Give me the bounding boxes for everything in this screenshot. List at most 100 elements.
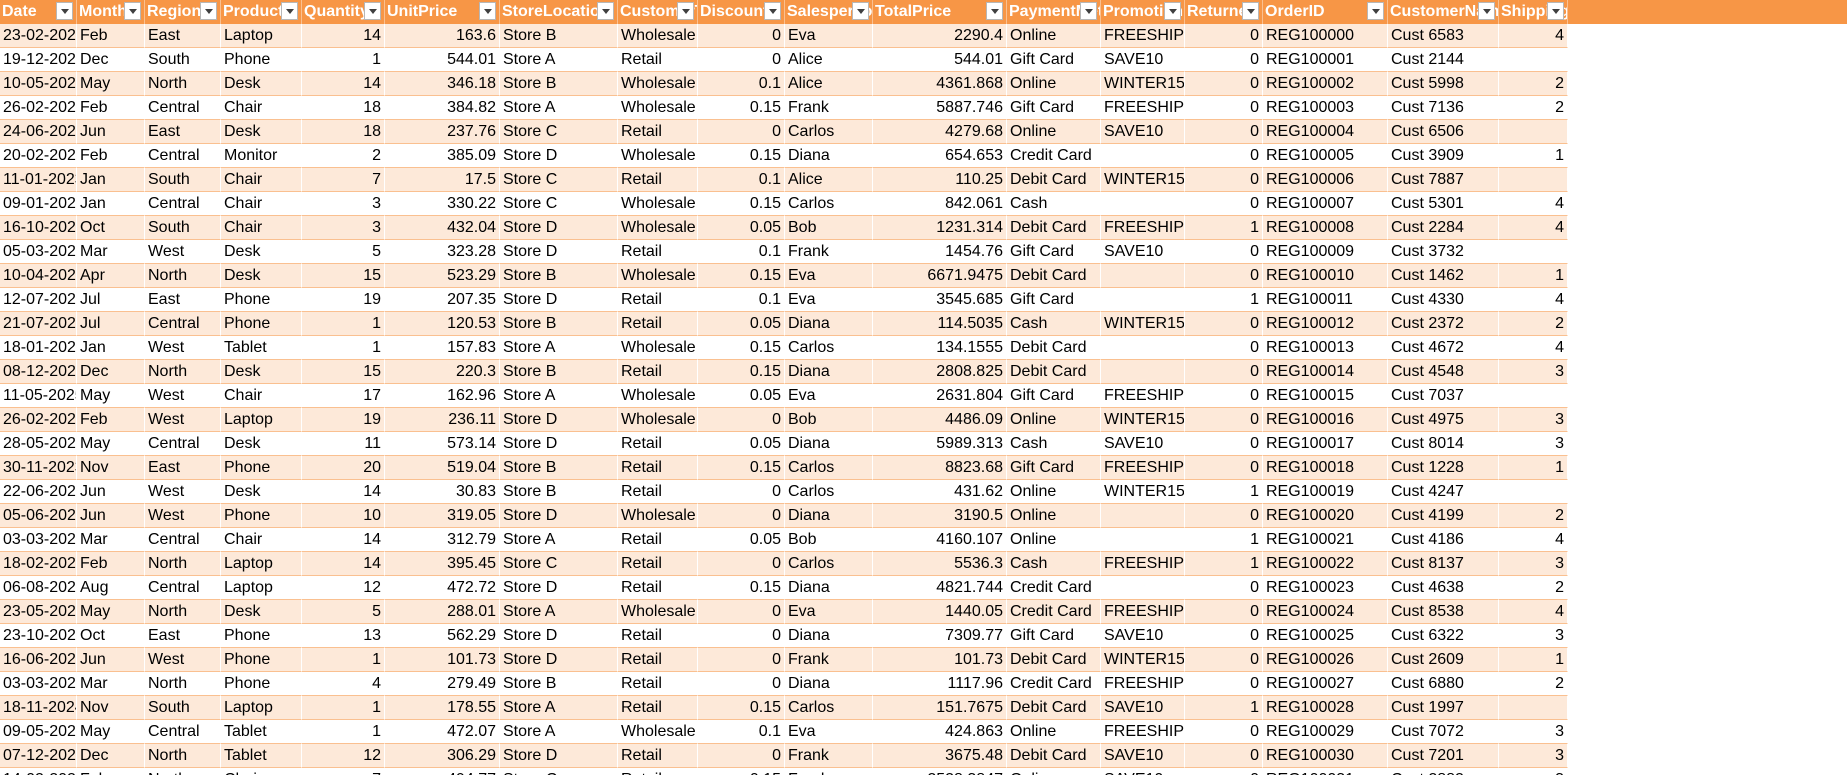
cell-customer_name[interactable]: Cust 6506 xyxy=(1388,120,1499,144)
cell-order_id[interactable]: REG100030 xyxy=(1263,744,1388,768)
cell-region[interactable]: Central xyxy=(145,144,221,168)
cell-discount[interactable]: 0.15 xyxy=(698,696,785,720)
cell-total_price[interactable]: 6671.9475 xyxy=(873,264,1007,288)
cell-month[interactable]: Jan xyxy=(77,192,145,216)
cell-customer_type[interactable]: Wholesale xyxy=(618,336,698,360)
cell-returned[interactable]: 0 xyxy=(1185,192,1263,216)
cell-month[interactable]: Jan xyxy=(77,336,145,360)
cell-shipping[interactable] xyxy=(1499,384,1568,408)
cell-payment_method[interactable]: Online xyxy=(1007,768,1101,775)
cell-returned[interactable]: 1 xyxy=(1185,696,1263,720)
cell-order_id[interactable]: REG100012 xyxy=(1263,312,1388,336)
cell-total_price[interactable]: 3190.5 xyxy=(873,504,1007,528)
cell-payment_method[interactable]: Online xyxy=(1007,72,1101,96)
cell-returned[interactable]: 0 xyxy=(1185,648,1263,672)
cell-total_price[interactable]: 4160.107 xyxy=(873,528,1007,552)
cell-promotion[interactable]: FREESHIP xyxy=(1101,24,1185,48)
cell-discount[interactable]: 0.1 xyxy=(698,168,785,192)
cell-promotion[interactable]: SAVE10 xyxy=(1101,48,1185,72)
cell-order_id[interactable]: REG100027 xyxy=(1263,672,1388,696)
cell-payment_method[interactable]: Debit Card xyxy=(1007,336,1101,360)
cell-region[interactable]: East xyxy=(145,288,221,312)
cell-month[interactable]: Feb xyxy=(77,96,145,120)
cell-quantity[interactable]: 19 xyxy=(302,408,385,432)
cell-total_price[interactable]: 151.7675 xyxy=(873,696,1007,720)
cell-salesperson[interactable]: Diana xyxy=(785,672,873,696)
cell-month[interactable]: Feb xyxy=(77,768,145,775)
cell-customer_name[interactable]: Cust 7136 xyxy=(1388,96,1499,120)
cell-salesperson[interactable]: Frank xyxy=(785,768,873,775)
cell-total_price[interactable]: 8823.68 xyxy=(873,456,1007,480)
cell-shipping[interactable]: 3 xyxy=(1499,744,1568,768)
cell-order_id[interactable]: REG100000 xyxy=(1263,24,1388,48)
cell-promotion[interactable]: FREESHIP xyxy=(1101,600,1185,624)
cell-region[interactable]: Central xyxy=(145,312,221,336)
cell-quantity[interactable]: 7 xyxy=(302,168,385,192)
column-header-salesperson[interactable]: Salesperson xyxy=(785,0,873,24)
cell-region[interactable]: West xyxy=(145,480,221,504)
cell-salesperson[interactable]: Frank xyxy=(785,96,873,120)
cell-date[interactable]: 20-02-2024 xyxy=(0,144,77,168)
cell-returned[interactable]: 0 xyxy=(1185,600,1263,624)
cell-salesperson[interactable]: Diana xyxy=(785,504,873,528)
filter-dropdown-icon[interactable] xyxy=(852,2,869,20)
cell-promotion[interactable]: SAVE10 xyxy=(1101,432,1185,456)
column-header-store_location[interactable]: StoreLocation xyxy=(500,0,618,24)
cell-promotion[interactable] xyxy=(1101,504,1185,528)
cell-payment_method[interactable]: Debit Card xyxy=(1007,648,1101,672)
cell-customer_type[interactable]: Retail xyxy=(618,360,698,384)
cell-customer_type[interactable]: Retail xyxy=(618,288,698,312)
cell-order_id[interactable]: REG100025 xyxy=(1263,624,1388,648)
cell-month[interactable]: Aug xyxy=(77,576,145,600)
cell-salesperson[interactable]: Diana xyxy=(785,312,873,336)
cell-quantity[interactable]: 15 xyxy=(302,264,385,288)
cell-date[interactable]: 10-05-2023 xyxy=(0,72,77,96)
cell-customer_type[interactable]: Retail xyxy=(618,672,698,696)
cell-unit_price[interactable]: 237.76 xyxy=(385,120,500,144)
cell-total_price[interactable]: 4486.09 xyxy=(873,408,1007,432)
cell-payment_method[interactable]: Gift Card xyxy=(1007,96,1101,120)
cell-discount[interactable]: 0.1 xyxy=(698,240,785,264)
cell-unit_price[interactable]: 573.14 xyxy=(385,432,500,456)
cell-date[interactable]: 08-12-2024 xyxy=(0,360,77,384)
cell-returned[interactable]: 0 xyxy=(1185,576,1263,600)
cell-shipping[interactable]: 4 xyxy=(1499,288,1568,312)
cell-date[interactable]: 09-01-2023 xyxy=(0,192,77,216)
cell-unit_price[interactable]: 17.5 xyxy=(385,168,500,192)
filter-dropdown-icon[interactable] xyxy=(1242,2,1259,20)
cell-salesperson[interactable]: Carlos xyxy=(785,552,873,576)
cell-order_id[interactable]: REG100002 xyxy=(1263,72,1388,96)
cell-order_id[interactable]: REG100015 xyxy=(1263,384,1388,408)
cell-product[interactable]: Desk xyxy=(221,480,302,504)
cell-store_location[interactable]: Store A xyxy=(500,720,618,744)
cell-date[interactable]: 16-06-2025 xyxy=(0,648,77,672)
cell-customer_type[interactable]: Retail xyxy=(618,240,698,264)
cell-product[interactable]: Laptop xyxy=(221,576,302,600)
cell-unit_price[interactable]: 523.29 xyxy=(385,264,500,288)
cell-shipping[interactable]: 1 xyxy=(1499,456,1568,480)
cell-discount[interactable]: 0 xyxy=(698,48,785,72)
cell-discount[interactable]: 0.15 xyxy=(698,360,785,384)
cell-order_id[interactable]: REG100014 xyxy=(1263,360,1388,384)
cell-discount[interactable]: 0.15 xyxy=(698,192,785,216)
cell-total_price[interactable]: 110.25 xyxy=(873,168,1007,192)
cell-promotion[interactable]: WINTER15 xyxy=(1101,72,1185,96)
cell-total_price[interactable]: 4361.868 xyxy=(873,72,1007,96)
cell-product[interactable]: Phone xyxy=(221,672,302,696)
cell-unit_price[interactable]: 544.01 xyxy=(385,48,500,72)
cell-store_location[interactable]: Store C xyxy=(500,768,618,775)
column-header-region[interactable]: Region xyxy=(145,0,221,24)
cell-customer_type[interactable]: Wholesale xyxy=(618,408,698,432)
cell-customer_name[interactable]: Cust 8538 xyxy=(1388,600,1499,624)
cell-customer_name[interactable]: Cust 8014 xyxy=(1388,432,1499,456)
cell-date[interactable]: 26-02-2025 xyxy=(0,96,77,120)
cell-date[interactable]: 23-10-2023 xyxy=(0,624,77,648)
cell-returned[interactable]: 1 xyxy=(1185,216,1263,240)
cell-unit_price[interactable]: 395.45 xyxy=(385,552,500,576)
cell-store_location[interactable]: Store B xyxy=(500,264,618,288)
cell-promotion[interactable]: SAVE10 xyxy=(1101,768,1185,775)
cell-payment_method[interactable]: Debit Card xyxy=(1007,216,1101,240)
cell-date[interactable]: 19-12-2024 xyxy=(0,48,77,72)
column-header-shipping[interactable]: ShippingCost xyxy=(1499,0,1568,24)
cell-month[interactable]: Jun xyxy=(77,120,145,144)
